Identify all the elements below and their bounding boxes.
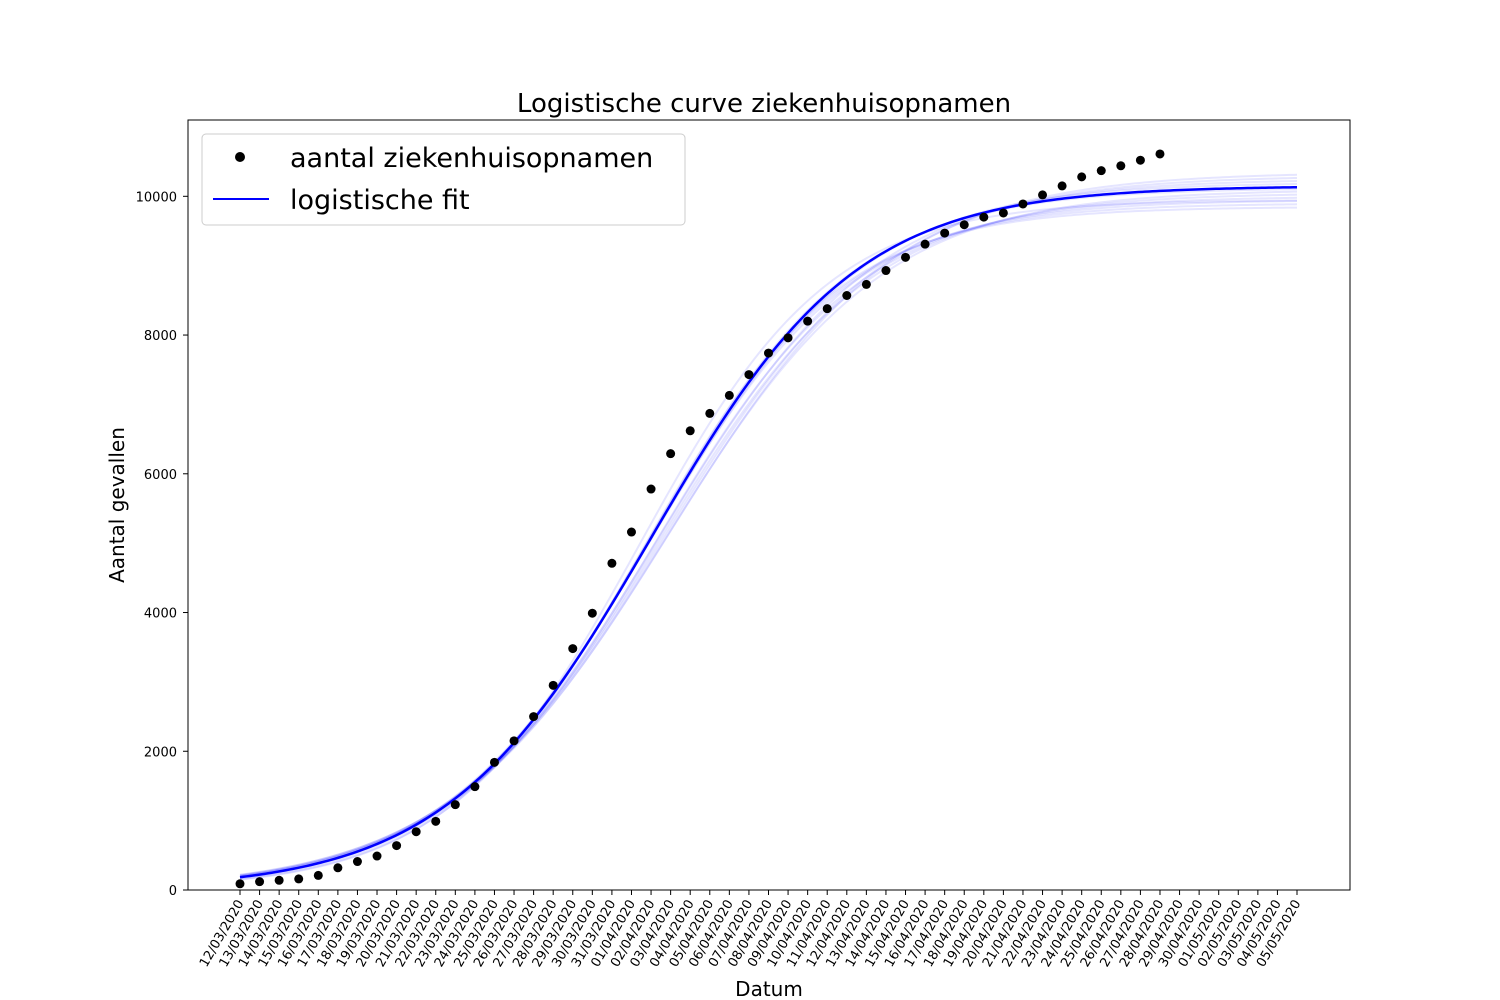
data-point xyxy=(1155,149,1165,159)
data-point xyxy=(607,558,617,568)
data-point xyxy=(842,291,852,300)
legend-marker-scatter xyxy=(235,152,245,162)
data-point xyxy=(764,348,773,358)
data-point xyxy=(724,390,734,400)
data-point xyxy=(881,266,891,276)
data-point xyxy=(274,875,284,885)
data-point xyxy=(1057,181,1067,191)
y-tick-label: 6000 xyxy=(144,468,177,483)
data-point xyxy=(705,408,715,418)
data-point xyxy=(1135,155,1145,165)
data-point xyxy=(372,851,382,861)
data-point xyxy=(803,316,813,326)
data-point xyxy=(959,220,969,230)
y-axis-ticks: 0 2000 4000 6000 8000 10000 xyxy=(136,190,188,899)
data-point xyxy=(646,484,656,494)
uncertainty-curve xyxy=(239,182,1298,878)
x-axis-label: Datum xyxy=(735,977,803,1000)
data-point xyxy=(744,370,754,380)
legend: aantal ziekenhuisopnamen logistische fit xyxy=(201,133,686,226)
data-point xyxy=(1116,161,1126,171)
chart-title: Logistische curve ziekenhuisopnamen xyxy=(517,89,1011,119)
data-point xyxy=(352,857,362,867)
x-axis-ticks: 12/03/202013/03/202014/03/202015/03/2020… xyxy=(197,890,1304,970)
data-point xyxy=(431,816,441,826)
data-point xyxy=(529,712,539,722)
uncertainty-curve xyxy=(239,173,1298,876)
data-point xyxy=(255,877,265,887)
data-point xyxy=(313,870,323,880)
y-tick-label: 10000 xyxy=(136,190,177,205)
data-point xyxy=(979,212,989,222)
data-point xyxy=(783,333,793,343)
y-axis-label: Aantal gevallen xyxy=(105,427,129,583)
y-tick-label: 4000 xyxy=(144,607,177,622)
data-points xyxy=(235,149,1165,889)
data-point xyxy=(685,426,695,436)
data-point xyxy=(587,608,597,618)
y-tick-label: 8000 xyxy=(144,329,177,344)
data-point xyxy=(411,827,421,837)
data-point xyxy=(920,239,930,249)
y-tick-label: 2000 xyxy=(144,745,177,760)
data-point xyxy=(294,874,304,884)
data-point xyxy=(822,304,832,314)
data-point xyxy=(666,449,676,459)
data-point xyxy=(626,527,636,537)
legend-label-line: logistische fit xyxy=(290,185,470,216)
legend-box xyxy=(201,133,686,226)
data-point xyxy=(940,228,950,238)
data-point xyxy=(489,757,499,767)
uncertainty-curve xyxy=(239,176,1298,876)
data-point xyxy=(998,208,1008,218)
legend-label-scatter: aantal ziekenhuisopnamen xyxy=(290,143,653,174)
data-point xyxy=(548,680,558,690)
data-point xyxy=(450,800,460,810)
uncertainty-curve xyxy=(239,203,1298,880)
data-point xyxy=(392,841,402,851)
data-point xyxy=(901,252,911,262)
data-point xyxy=(1038,190,1048,200)
data-point xyxy=(568,644,578,654)
data-point xyxy=(1096,166,1106,176)
data-point xyxy=(235,879,245,889)
data-point xyxy=(861,279,871,289)
data-point xyxy=(1018,199,1028,209)
uncertainty-curve xyxy=(239,180,1298,877)
data-point xyxy=(333,863,343,873)
data-point xyxy=(470,782,480,792)
y-tick-label: 0 xyxy=(169,884,177,899)
data-point xyxy=(1077,172,1087,182)
data-point xyxy=(509,736,519,746)
